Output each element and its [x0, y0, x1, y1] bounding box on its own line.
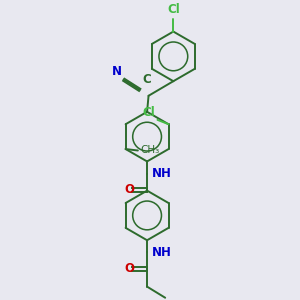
- Text: CH₃: CH₃: [140, 146, 159, 155]
- Text: O: O: [124, 262, 134, 275]
- Text: NH: NH: [152, 246, 172, 259]
- Text: Cl: Cl: [143, 106, 155, 119]
- Text: O: O: [124, 183, 134, 196]
- Text: C: C: [142, 74, 151, 86]
- Text: Cl: Cl: [167, 3, 180, 16]
- Text: NH: NH: [152, 167, 172, 180]
- Text: N: N: [112, 65, 122, 78]
